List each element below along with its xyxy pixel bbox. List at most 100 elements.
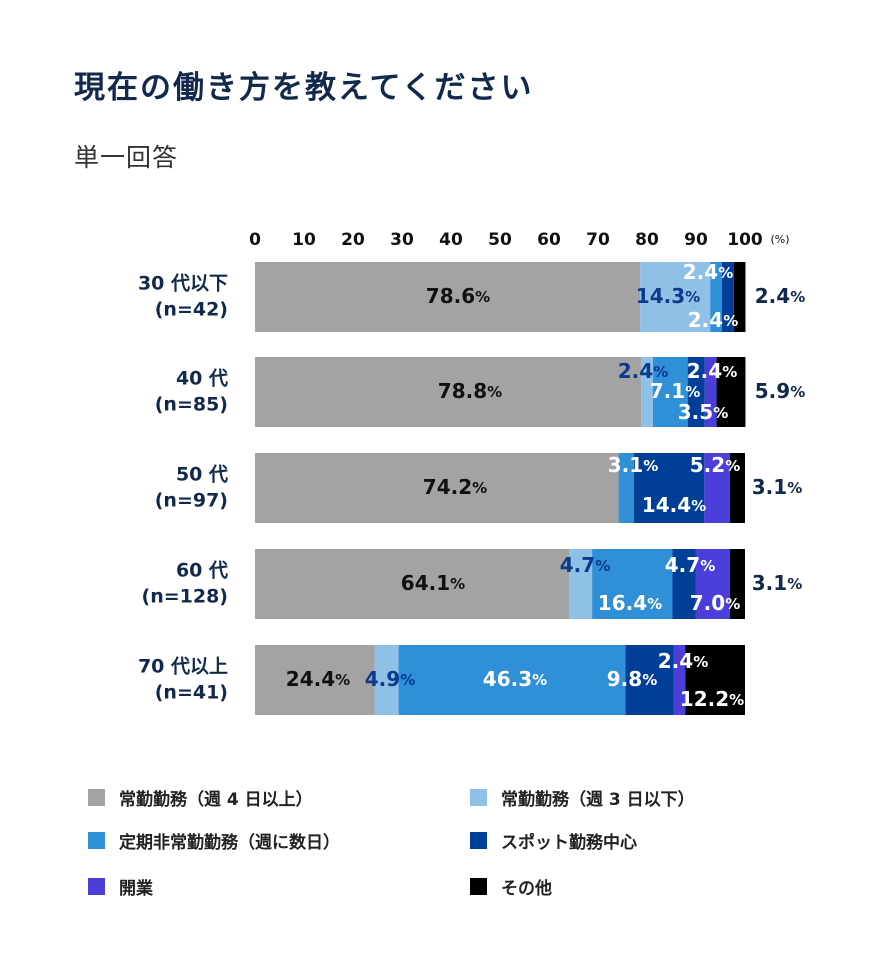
bar-segment [710,262,722,332]
data-label: 64.1% [401,571,465,595]
bar-segment [716,357,746,427]
data-label: 46.3% [483,667,547,691]
bar-segment [255,357,642,427]
x-tick-label: 100 [727,230,763,250]
data-label: 3.1% [752,571,802,595]
bar-segment [687,357,705,427]
legend-item: スポット勤務中心 [470,828,637,853]
data-label: 7.1% [650,379,700,403]
legend-label: その他 [501,879,552,899]
legend-item: 開業 [88,874,153,899]
data-label: 12.2% [680,687,744,711]
x-tick-label: 40 [439,230,463,250]
legend-label: 開業 [119,879,153,899]
bar-segment [652,357,688,427]
legend-swatch [470,878,487,895]
data-label: 3.5% [678,400,728,424]
legend-swatch [88,789,105,806]
bar-segment [672,549,696,619]
data-label: 14.4% [642,493,706,517]
bar-segment [641,357,653,427]
data-label: 16.4% [598,591,662,615]
legend-item: 常勤勤務（週 4 日以上） [88,785,313,810]
data-label: 2.4% [687,359,737,383]
legend-item: 常勤勤務（週 3 日以下） [470,785,695,810]
legend-label: スポット勤務中心 [501,833,637,853]
bar-segment [729,453,745,523]
x-tick-label: 70 [586,230,610,250]
bar-segment [625,645,674,715]
bar-segment [704,357,717,427]
data-label: 2.4% [755,284,805,308]
x-tick-label: 0 [249,230,261,250]
bar-segment [255,549,570,619]
bar-segment [569,549,593,619]
data-label: 9.8% [607,667,657,691]
legend-swatch [88,878,105,895]
data-label: 24.4% [286,667,350,691]
x-tick-label: 20 [341,230,365,250]
data-label: 4.9% [365,667,415,691]
data-label: 2.4% [618,359,668,383]
data-label: 14.3% [636,284,700,308]
x-tick-label: 80 [635,230,659,250]
data-label: 2.4% [688,308,738,332]
data-label: 74.2% [423,475,487,499]
bar-segment [695,549,730,619]
data-label: 7.0% [690,591,740,615]
legend-label: 定期非常勤勤務（週に数日） [119,833,340,853]
data-label: 5.9% [755,379,805,403]
bar-segment [374,645,399,715]
category-label: (n=41) [155,682,228,704]
bar-segment [255,645,375,715]
legend-label: 常勤勤務（週 3 日以下） [501,790,695,810]
data-label: 4.7% [665,553,715,577]
legend-swatch [470,832,487,849]
bar-segment [255,262,641,332]
x-tick-label: 30 [390,230,414,250]
x-tick-label: 50 [488,230,512,250]
data-label: 2.4% [658,649,708,673]
x-unit-label: (%) [770,233,789,246]
category-label: 60 代 [176,560,228,582]
bar-segment [729,549,745,619]
category-label: (n=97) [155,490,228,512]
category-label: 70 代以上 [138,656,228,678]
legend-swatch [470,789,487,806]
bar-segment [733,262,746,332]
x-tick-label: 60 [537,230,561,250]
category-label: 30 代以下 [138,273,228,295]
x-tick-label: 90 [684,230,708,250]
bar-segment [721,262,734,332]
legend-item: 定期非常勤勤務（週に数日） [88,828,340,853]
legend-swatch [88,832,105,849]
category-label: 50 代 [176,464,228,486]
legend-label: 常勤勤務（週 4 日以上） [119,790,313,810]
chart-title: 現在の働き方を教えてください [74,70,534,106]
x-tick-label: 10 [292,230,316,250]
category-label: 40 代 [176,368,228,390]
data-label: 3.1% [608,453,658,477]
data-label: 78.6% [426,284,490,308]
data-label: 4.7% [560,553,610,577]
category-label: (n=128) [142,586,228,608]
category-label: (n=85) [155,394,228,416]
bar-segment [685,645,745,715]
bar-segment [255,453,619,523]
data-label: 78.8% [438,379,502,403]
bar-segment [633,453,705,523]
data-label: 3.1% [752,475,802,499]
bar-segment [592,549,673,619]
bar-segment [398,645,626,715]
category-label: (n=42) [155,299,228,321]
chart-subtitle: 単一回答 [74,143,179,172]
bar-segment [640,262,711,332]
data-label: 2.4% [683,260,733,284]
bar-segment [704,453,730,523]
bar-segment [673,645,686,715]
bar-segment [618,453,634,523]
data-label: 5.2% [690,453,740,477]
legend-item: その他 [470,874,552,899]
